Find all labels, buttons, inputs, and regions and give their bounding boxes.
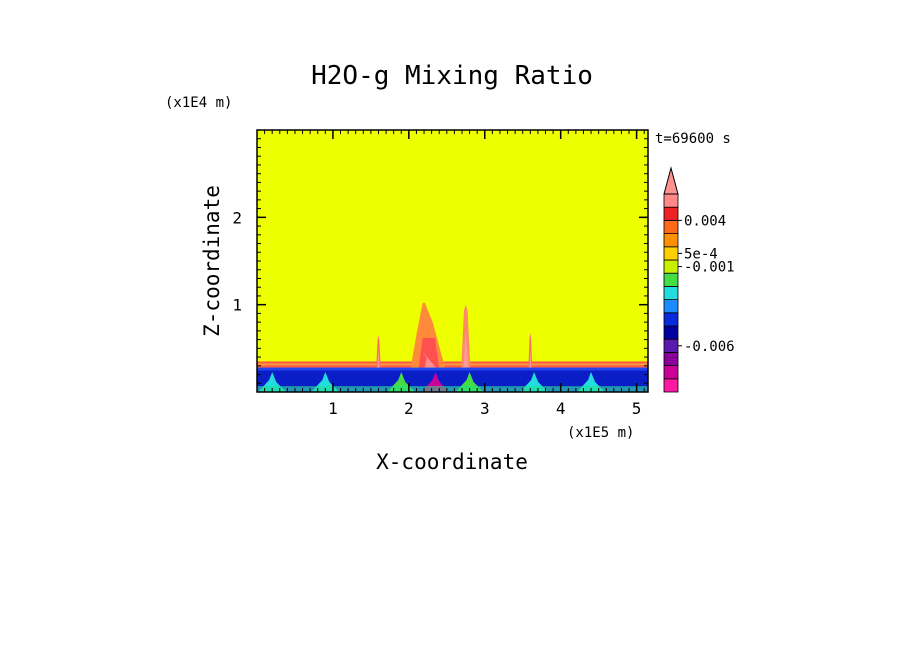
colorbar-band	[663, 233, 679, 248]
x-tick-label: 5	[632, 399, 642, 418]
surface-green-band	[257, 386, 648, 392]
plume-1-inner	[421, 350, 436, 368]
colorbar-band	[663, 206, 679, 221]
plume-3-inner	[529, 346, 532, 368]
colorbar-extend-arrow	[663, 166, 679, 195]
x-tick-label: 4	[556, 399, 566, 418]
colorbar-band	[663, 338, 679, 353]
colorbar-band	[663, 365, 679, 380]
colorbar-band	[663, 285, 679, 300]
x-axis-ticks: 1 2 3 4 5	[328, 130, 641, 418]
plume-2-inner	[463, 329, 469, 368]
colorbar-band	[663, 246, 679, 261]
colorbar-band	[663, 351, 679, 366]
colorbar-band	[663, 312, 679, 327]
x-tick-label: 2	[404, 399, 414, 418]
colorbar-tick-label: -0.001	[684, 260, 735, 276]
colorbar-tick-label: 5e-4	[684, 246, 718, 262]
surface-layer-core	[257, 370, 648, 387]
chart-title: H2O-g Mixing Ratio	[311, 61, 593, 91]
x-scale-label: (x1E5 m)	[567, 425, 634, 441]
inversion-edge	[257, 363, 648, 366]
colorbar-band	[663, 259, 679, 274]
colorbar-tick-label: -0.006	[684, 339, 735, 355]
colorbar-band	[663, 378, 679, 393]
colorbar-band	[663, 272, 679, 287]
colorbar-band	[663, 299, 679, 314]
plume-1-core	[418, 337, 439, 368]
colorbar: 0.004 5e-4-0.001 -0.006	[663, 166, 735, 393]
y-scale-label: (x1E4 m)	[165, 95, 232, 111]
x-tick-label: 3	[480, 399, 490, 418]
y-axis-ticks: 12	[232, 208, 648, 315]
x-tick-label: 1	[328, 399, 338, 418]
y-tick-label: 2	[232, 208, 242, 227]
colorbar-band	[663, 219, 679, 234]
y-tick-label: 1	[232, 296, 242, 315]
colorbar-band	[663, 193, 679, 208]
y-axis-label: Z-coordinate	[200, 185, 224, 337]
x-axis-label: X-coordinate	[376, 450, 528, 474]
plot-area	[256, 129, 649, 393]
field-background	[257, 130, 648, 392]
colorbar-band	[663, 325, 679, 340]
time-label: t=69600 s	[655, 131, 731, 147]
plume-0-inner	[377, 348, 380, 368]
colorbar-tick-label: 0.004	[684, 213, 726, 229]
